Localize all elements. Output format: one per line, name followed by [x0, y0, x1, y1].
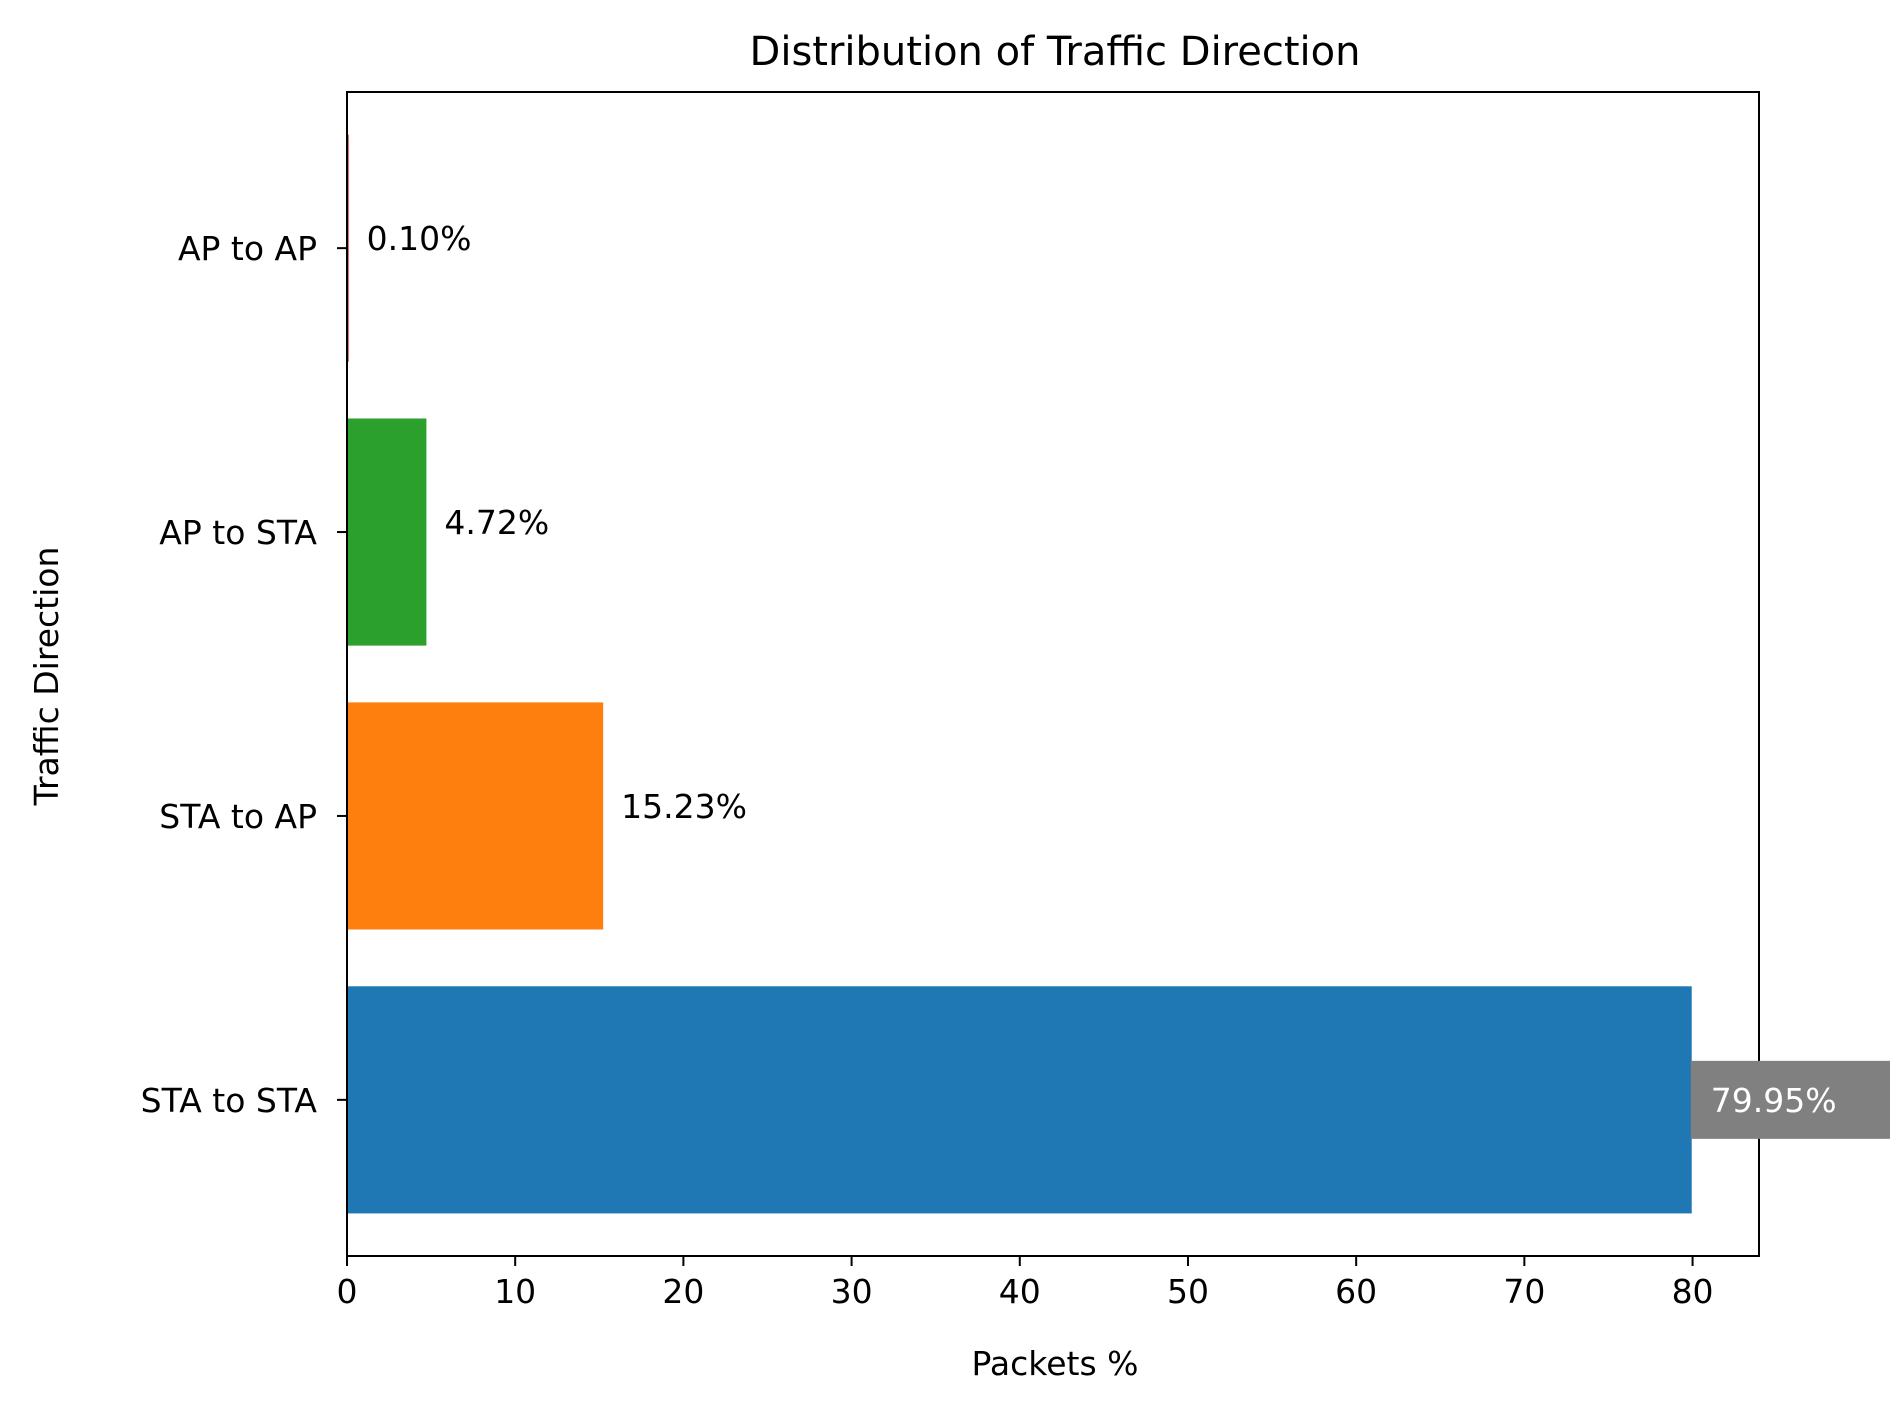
data-label: 79.95% — [1711, 1081, 1837, 1120]
bar-sta-to-ap — [347, 702, 604, 930]
plot-frame — [346, 91, 1760, 1257]
y-tick-label: STA to STA — [141, 1081, 318, 1120]
x-tick-label: 40 — [999, 1272, 1041, 1311]
y-tick-label: AP to AP — [178, 229, 317, 268]
y-tick-label: STA to AP — [159, 797, 317, 836]
x-tick-label: 50 — [1167, 1272, 1209, 1311]
y-axis-label: Traffic Direction — [27, 547, 66, 807]
x-tick-label: 60 — [1335, 1272, 1377, 1311]
x-tick-label: 10 — [494, 1272, 536, 1311]
x-tick-label: 70 — [1503, 1272, 1545, 1311]
x-tick-label: 20 — [662, 1272, 704, 1311]
chart-title: Distribution of Traffic Direction — [750, 29, 1361, 75]
bar-sta-to-sta — [347, 986, 1692, 1214]
x-axis-label: Packets % — [972, 1344, 1139, 1383]
plot-area: 0 10 20 30 40 50 60 70 80 STA to STA STA to AP AP t… — [141, 91, 1890, 1311]
x-tick-label: 80 — [1672, 1272, 1714, 1311]
data-label: 0.10% — [367, 219, 472, 258]
data-label: 15.23% — [621, 787, 747, 826]
y-tick-label: AP to STA — [159, 513, 317, 552]
x-tick-label: 30 — [831, 1272, 873, 1311]
bar-ap-to-sta — [347, 418, 427, 646]
data-label: 4.72% — [444, 503, 549, 542]
x-tick-label: 0 — [337, 1272, 358, 1311]
highlight-label-box — [1690, 1060, 1890, 1139]
